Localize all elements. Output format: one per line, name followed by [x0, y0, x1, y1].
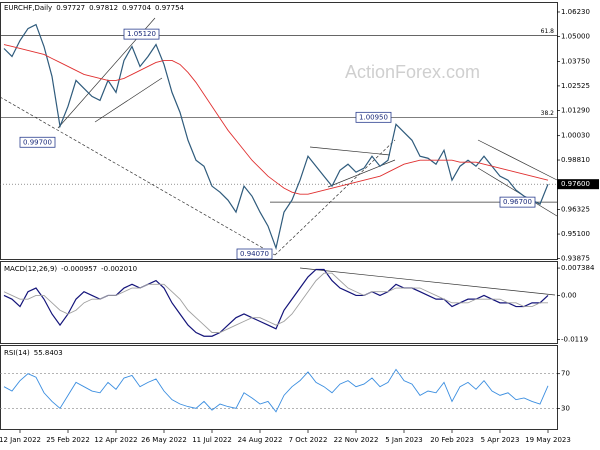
x-tick-label: 7 Oct 2022 — [289, 436, 328, 444]
y-tick-label: 0.93875 — [561, 255, 590, 263]
series-line — [3, 268, 549, 337]
trendline — [0, 96, 276, 256]
x-tick-label: 20 Feb 2023 — [430, 436, 474, 444]
annotation-label: 1.05120 — [127, 30, 156, 38]
annotation-label: 0.96700 — [503, 198, 532, 206]
annotation-box — [19, 136, 56, 148]
reading: -0.002010 — [101, 265, 138, 273]
symbol: EURCHF,Daily — [4, 4, 53, 12]
annotation-label: 0.94070 — [240, 250, 269, 258]
y-tick-label: 0.96325 — [561, 206, 590, 214]
trendline — [94, 77, 163, 123]
trendline — [299, 267, 556, 296]
y-tick-label: 0.00 — [561, 291, 577, 299]
y-tick-label: 1.01290 — [561, 107, 590, 115]
x-tick-label: 12 Apr 2022 — [94, 436, 137, 444]
x-tick-label: 25 Feb 2022 — [46, 436, 90, 444]
x-tick-label: 5 Apr 2023 — [481, 436, 520, 444]
series-line — [3, 368, 549, 413]
macd-header: MACD(12,26,9) -0.000957 -0.002010 — [4, 265, 137, 273]
level-label: 61.8 — [541, 28, 555, 35]
y-tick-label: 0.007384 — [561, 264, 595, 272]
annotation-box — [123, 28, 160, 40]
x-tick-label: 26 May 2022 — [141, 436, 187, 444]
series-line — [3, 23, 549, 251]
x-tick-label: 11 Jul 2022 — [192, 436, 232, 444]
trendline — [327, 159, 396, 188]
macd-frame — [0, 261, 558, 344]
watermark: ActionForex.com — [345, 62, 481, 82]
quote: 0.97704 — [122, 4, 152, 12]
indicator: MACD(12,26,9) — [4, 265, 58, 273]
x-tick-label: 22 Nov 2022 — [334, 436, 379, 444]
reading: 55.8403 — [33, 349, 63, 357]
y-tick-label: 1.02525 — [561, 82, 590, 90]
trendline — [309, 146, 391, 156]
x-tick-label: 19 May 2023 — [525, 436, 571, 444]
y-tick-label: 0.95100 — [561, 230, 590, 238]
y-tick-label: 1.03750 — [561, 57, 590, 65]
annotation-label: 1.00950 — [359, 113, 388, 121]
annotation-box — [236, 248, 273, 260]
annotation-label: 0.99700 — [23, 138, 52, 146]
y-tick-label: 1.06230 — [561, 8, 590, 16]
series-line — [3, 272, 548, 333]
quote: 0.97754 — [155, 4, 184, 12]
annotation-box — [355, 111, 392, 123]
reading: -0.000957 — [61, 265, 98, 273]
last-price-label: 0.97600 — [561, 180, 590, 188]
level-label: 38.2 — [541, 110, 555, 117]
y-tick-label: 1.05000 — [561, 33, 590, 41]
quote: 0.97812 — [89, 4, 119, 12]
indicator: RSI(14) — [4, 349, 30, 357]
x-tick-label: 5 Jan 2023 — [385, 436, 423, 444]
x-tick-label: 24 Aug 2022 — [238, 436, 283, 444]
panel-frames — [0, 2, 558, 430]
trendlines — [0, 17, 558, 296]
last-price-box — [557, 179, 599, 190]
x-tick-label: 12 Jan 2022 — [0, 436, 41, 444]
rsi-header: RSI(14) 55.8403 — [4, 349, 63, 357]
y-tick-label: -0.0119 — [561, 336, 588, 344]
trendline — [274, 139, 396, 256]
y-tick-label: 0.98810 — [561, 156, 590, 164]
y-tick-label: 30 — [561, 404, 570, 412]
y-tick-label: 1.00030 — [561, 132, 590, 140]
price-header: EURCHF,Daily 0.97727 0.97812 0.97704 0.9… — [4, 4, 184, 12]
quote: 0.97727 — [56, 4, 86, 12]
trendline — [477, 139, 558, 181]
series-line — [3, 44, 549, 195]
y-tick-label: 70 — [561, 370, 570, 378]
annotation-box — [499, 196, 536, 208]
price-frame — [0, 2, 558, 260]
rsi-frame — [0, 345, 558, 430]
